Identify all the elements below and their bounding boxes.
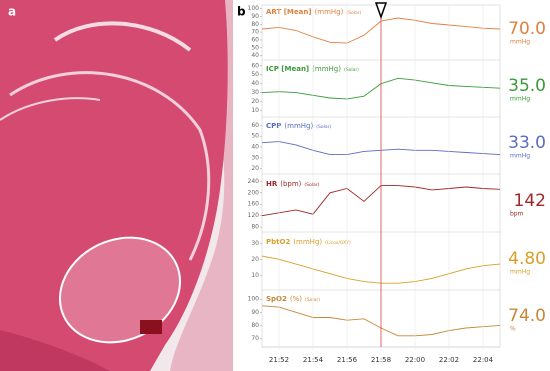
y-tick-label: 30 (251, 240, 259, 247)
panel-title-name: CPP (266, 122, 281, 130)
panel-title: SpO2 (%) (Solar) (266, 295, 320, 303)
panel-title: PbtO2 (mmHg) (Licox/OXY) (266, 238, 351, 246)
y-tick-label: 200 (248, 189, 260, 196)
y-tick-label: 30 (251, 154, 259, 161)
current-unit: mmHg (510, 269, 530, 276)
panel-title: HR (bpm) (Solar) (266, 180, 320, 188)
y-tick-label: 90 (251, 13, 259, 20)
event-arrow (374, 2, 388, 20)
panel-unit: (mmHg) (312, 65, 341, 73)
y-tick-label: 240 (248, 178, 260, 185)
x-tick-label: 21:54 (303, 356, 324, 364)
panel-unit: (mmHg) (315, 8, 344, 16)
y-tick-label: 80 (251, 224, 259, 231)
x-tick-label: 22:04 (473, 356, 494, 364)
x-tick-label: 21:52 (269, 356, 289, 364)
current-unit: mmHg (510, 96, 530, 103)
panel-title-name: SpO2 (266, 295, 287, 303)
y-tick-label: 50 (251, 71, 259, 78)
y-tick-label: 100 (248, 5, 260, 12)
panel-source: (Solar) (346, 10, 361, 16)
y-tick-label: 60 (251, 36, 259, 43)
y-tick-label: 70 (251, 335, 259, 342)
current-value: 70.0 (508, 19, 546, 39)
y-tick-label: 20 (251, 256, 259, 263)
panel-unit: (mmHg) (284, 122, 313, 130)
current-value: 33.0 (508, 133, 546, 153)
current-value: 35.0 (508, 76, 546, 96)
x-tick-label: 21:58 (371, 356, 391, 364)
current-unit: mmHg (510, 39, 530, 46)
y-tick-label: 80 (251, 322, 259, 329)
current-value: 74.0 (508, 306, 546, 326)
y-tick-label: 40 (251, 80, 259, 87)
histology-image (0, 0, 233, 371)
panel-title: CPP (mmHg) (Solar) (266, 122, 331, 130)
current-value: 142 (514, 191, 546, 211)
y-tick-label: 60 (251, 62, 259, 69)
y-tick-label: 30 (251, 89, 259, 96)
y-tick-label: 160 (248, 201, 260, 208)
panel-source: (Licox/OXY) (325, 240, 351, 246)
panel-title-name: ICP [Mean] (266, 65, 309, 73)
y-tick-label: 80 (251, 21, 259, 28)
y-tick-label: 10 (251, 272, 259, 279)
current-unit: bpm (510, 211, 524, 218)
y-tick-label: 100 (248, 296, 260, 303)
y-tick-label: 70 (251, 29, 259, 36)
panel-label: b (237, 5, 246, 19)
panel-title-name: PbtO2 (266, 238, 290, 246)
y-tick-label: 50 (251, 133, 259, 140)
panel-source: (Solar) (316, 124, 331, 130)
x-tick-label: 22:02 (439, 356, 459, 364)
y-tick-label: 120 (248, 212, 260, 219)
y-tick-label: 40 (251, 52, 259, 59)
y-tick-label: 90 (251, 309, 259, 316)
y-tick-label: 60 (251, 122, 259, 129)
panel-title: ICP [Mean] (mmHg) (Solar) (266, 65, 359, 73)
panel-unit: (bpm) (280, 180, 301, 188)
panel-title-name: ART [Mean] (266, 8, 312, 16)
panel-title-name: HR (266, 180, 278, 188)
panel-source: (Solar) (305, 297, 320, 303)
current-unit: % (510, 326, 516, 333)
panel-title: ART [Mean] (mmHg) (Solar) (266, 8, 362, 16)
panel-unit: (mmHg) (293, 238, 322, 246)
current-value: 4.80 (508, 249, 546, 269)
y-tick-label: 50 (251, 44, 259, 51)
panel-label: a (8, 5, 16, 19)
x-tick-label: 21:56 (337, 356, 358, 364)
x-tick-label: 22:00 (405, 356, 425, 364)
panel-source: (Solar) (304, 182, 319, 188)
panel-source: (Solar) (344, 67, 359, 73)
y-tick-label: 40 (251, 144, 259, 151)
y-tick-label: 20 (251, 98, 259, 105)
y-tick-label: 10 (251, 107, 259, 114)
panel-unit: (%) (290, 295, 302, 303)
current-unit: mmHg (510, 153, 530, 160)
y-tick-label: 20 (251, 165, 259, 172)
